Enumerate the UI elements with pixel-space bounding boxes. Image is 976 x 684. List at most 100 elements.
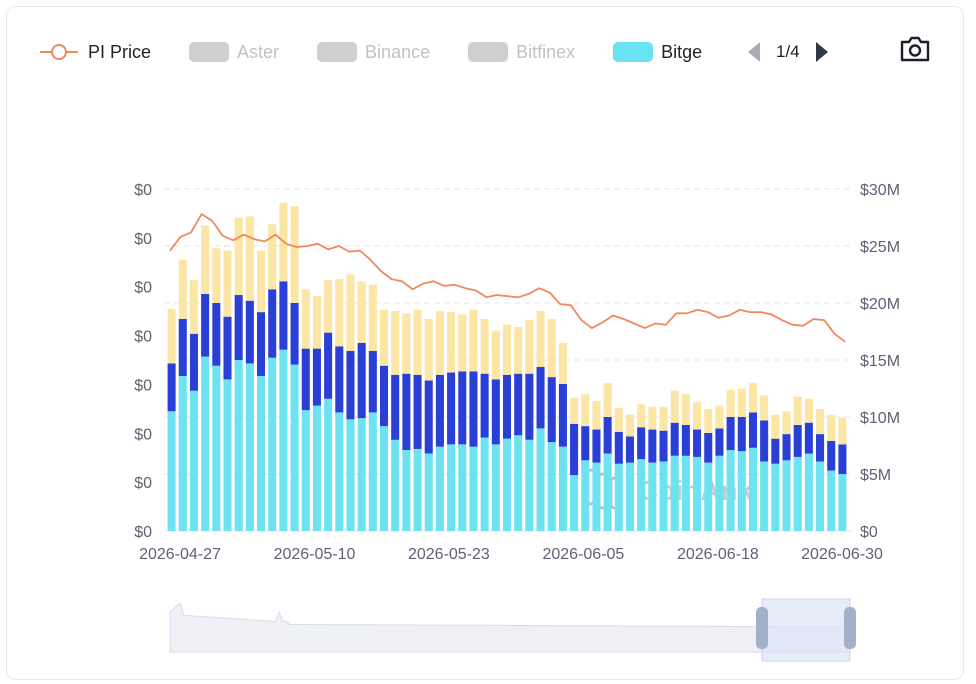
bar-other-segment[interactable] [558, 342, 567, 384]
bar-dark-segment[interactable] [201, 293, 210, 357]
navigator-handle-right[interactable] [844, 607, 856, 649]
legend-item-aster[interactable]: Aster [189, 42, 279, 63]
bar-other-segment[interactable] [368, 284, 377, 351]
bar-dark-segment[interactable] [458, 371, 467, 445]
bar-other-segment[interactable] [402, 313, 411, 374]
bar-dark-segment[interactable] [469, 371, 478, 447]
bar-other-segment[interactable] [301, 289, 310, 349]
bar-other-segment[interactable] [223, 250, 232, 317]
bar-dark-segment[interactable] [223, 316, 232, 380]
bar-bitget[interactable] [424, 453, 433, 531]
bar-dark-segment[interactable] [816, 434, 825, 462]
bar-bitget[interactable] [447, 444, 456, 531]
bar-bitget[interactable] [469, 446, 478, 531]
bar-other-segment[interactable] [648, 406, 657, 430]
bar-bitget[interactable] [402, 450, 411, 531]
bar-other-segment[interactable] [346, 274, 355, 351]
bar-bitget[interactable] [659, 461, 668, 531]
legend-item-bitget[interactable]: Bitge [613, 42, 705, 63]
bar-bitget[interactable] [391, 439, 400, 531]
bar-bitget[interactable] [268, 357, 277, 531]
bar-other-segment[interactable] [737, 388, 746, 418]
bar-bitget[interactable] [726, 450, 735, 531]
bar-dark-segment[interactable] [748, 412, 757, 448]
bar-dark-segment[interactable] [804, 422, 813, 454]
bar-bitget[interactable] [189, 390, 198, 531]
bar-other-segment[interactable] [447, 312, 456, 373]
bar-bitget[interactable] [525, 439, 534, 531]
bar-other-segment[interactable] [458, 314, 467, 372]
bar-other-segment[interactable] [514, 326, 523, 374]
bar-bitget[interactable] [782, 460, 791, 531]
bar-other-segment[interactable] [659, 406, 668, 431]
bar-bitget[interactable] [413, 448, 422, 531]
bar-bitget[interactable] [816, 461, 825, 531]
bar-dark-segment[interactable] [726, 417, 735, 451]
bar-dark-segment[interactable] [536, 366, 545, 429]
bar-bitget[interactable] [245, 363, 254, 531]
bar-bitget[interactable] [335, 412, 344, 531]
bar-bitget[interactable] [592, 462, 601, 531]
bar-other-segment[interactable] [424, 318, 433, 381]
bar-bitget[interactable] [502, 438, 512, 531]
bar-dark-segment[interactable] [357, 342, 366, 419]
bar-other-segment[interactable] [257, 250, 266, 313]
chevron-right-icon[interactable] [814, 40, 830, 64]
bar-dark-segment[interactable] [167, 363, 176, 412]
bar-bitget[interactable] [379, 426, 389, 531]
bar-dark-segment[interactable] [178, 318, 187, 376]
bar-bitget[interactable] [748, 447, 757, 531]
legend-item-pi-price[interactable]: PI Price [40, 42, 151, 63]
bar-bitget[interactable] [838, 474, 847, 531]
bar-bitget[interactable] [637, 459, 646, 531]
bar-bitget[interactable] [804, 453, 813, 531]
bar-dark-segment[interactable] [558, 383, 567, 447]
bar-other-segment[interactable] [816, 409, 825, 435]
bar-bitget[interactable] [737, 451, 746, 531]
navigator-handle-left[interactable] [756, 607, 768, 649]
bar-dark-segment[interactable] [670, 422, 679, 456]
bar-dark-segment[interactable] [693, 429, 702, 457]
bar-other-segment[interactable] [357, 281, 366, 343]
bar-dark-segment[interactable] [391, 374, 400, 440]
bar-bitget[interactable] [324, 398, 333, 531]
bar-bitget[interactable] [491, 444, 500, 531]
bar-dark-segment[interactable] [514, 373, 523, 436]
bar-dark-segment[interactable] [212, 303, 221, 366]
bar-other-segment[interactable] [245, 216, 254, 301]
bar-bitget[interactable] [279, 349, 288, 531]
bar-bitget[interactable] [212, 365, 221, 531]
bar-bitget[interactable] [648, 462, 657, 531]
bar-bitget[interactable] [581, 460, 590, 531]
bar-dark-segment[interactable] [324, 332, 333, 399]
bar-dark-segment[interactable] [402, 373, 411, 451]
bar-other-segment[interactable] [391, 310, 400, 375]
bar-dark-segment[interactable] [379, 365, 389, 427]
bar-dark-segment[interactable] [525, 373, 534, 440]
bar-dark-segment[interactable] [737, 417, 746, 452]
bar-dark-segment[interactable] [257, 312, 266, 376]
bar-bitget[interactable] [435, 446, 444, 531]
bar-bitget[interactable] [357, 418, 366, 531]
bar-dark-segment[interactable] [234, 295, 243, 360]
bar-dark-segment[interactable] [614, 431, 623, 464]
bar-other-segment[interactable] [581, 394, 590, 427]
bar-bitget[interactable] [234, 360, 243, 531]
bar-other-segment[interactable] [570, 397, 579, 424]
bar-other-segment[interactable] [827, 414, 836, 441]
bar-other-segment[interactable] [838, 418, 847, 445]
bar-dark-segment[interactable] [502, 374, 512, 439]
bar-other-segment[interactable] [502, 324, 512, 375]
bar-bitget[interactable] [223, 379, 232, 531]
bar-other-segment[interactable] [379, 309, 389, 366]
bar-other-segment[interactable] [435, 310, 444, 375]
bar-dark-segment[interactable] [648, 429, 657, 463]
bar-bitget[interactable] [760, 461, 769, 531]
bar-dark-segment[interactable] [760, 420, 769, 462]
bar-bitget[interactable] [178, 375, 187, 531]
pi-price-line[interactable] [169, 213, 846, 343]
bar-dark-segment[interactable] [581, 426, 590, 461]
bar-other-segment[interactable] [782, 411, 791, 435]
bar-other-segment[interactable] [726, 389, 735, 417]
bar-dark-segment[interactable] [827, 440, 836, 471]
